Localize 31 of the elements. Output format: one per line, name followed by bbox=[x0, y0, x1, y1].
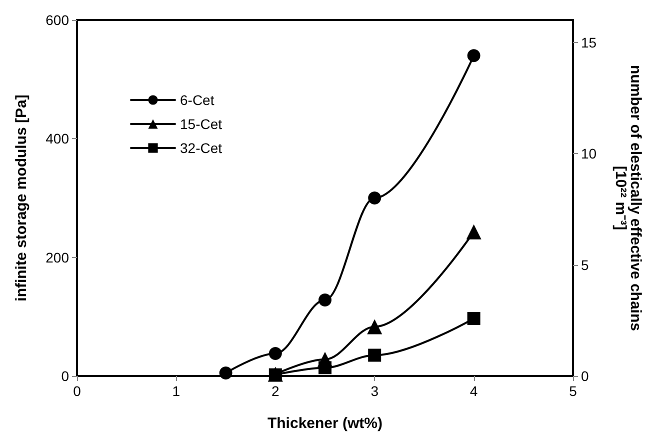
point bbox=[467, 312, 480, 325]
y2-tick-label: 15 bbox=[581, 34, 597, 50]
point bbox=[268, 346, 282, 360]
y2-axis-title: number of elestically effective chains [10²² m⁻³] bbox=[612, 65, 644, 331]
legend-label: 32-Cet bbox=[180, 140, 222, 156]
y-axis-title: infinite storage modulus [Pa] bbox=[13, 94, 30, 302]
x-axis-title: Thickener (wt%) bbox=[267, 415, 383, 432]
point bbox=[367, 319, 382, 334]
y-tick-label: 0 bbox=[61, 368, 70, 384]
legend-label: 15-Cet bbox=[180, 116, 222, 132]
point bbox=[467, 49, 480, 62]
x-tick-label: 4 bbox=[470, 383, 478, 399]
point bbox=[318, 361, 332, 374]
x-tick-label: 5 bbox=[569, 383, 578, 399]
y2-tick-label: 0 bbox=[581, 368, 589, 384]
point bbox=[268, 368, 282, 382]
x-tick-label: 3 bbox=[370, 383, 379, 399]
y-tick-label: 600 bbox=[46, 12, 70, 28]
y-tick-label: 400 bbox=[46, 130, 70, 147]
x-tick-label: 1 bbox=[172, 383, 180, 399]
point bbox=[368, 348, 382, 362]
point bbox=[466, 224, 482, 240]
point bbox=[219, 366, 232, 380]
legend-label: 6-Cet bbox=[180, 92, 214, 108]
x-tick-label: 0 bbox=[73, 383, 82, 399]
y2-tick-label: 5 bbox=[581, 256, 589, 273]
x-tick-label: 2 bbox=[272, 383, 280, 399]
point bbox=[318, 294, 332, 307]
point bbox=[368, 192, 382, 204]
y-tick-label: 200 bbox=[46, 249, 70, 266]
y2-tick-label: 10 bbox=[581, 146, 597, 162]
